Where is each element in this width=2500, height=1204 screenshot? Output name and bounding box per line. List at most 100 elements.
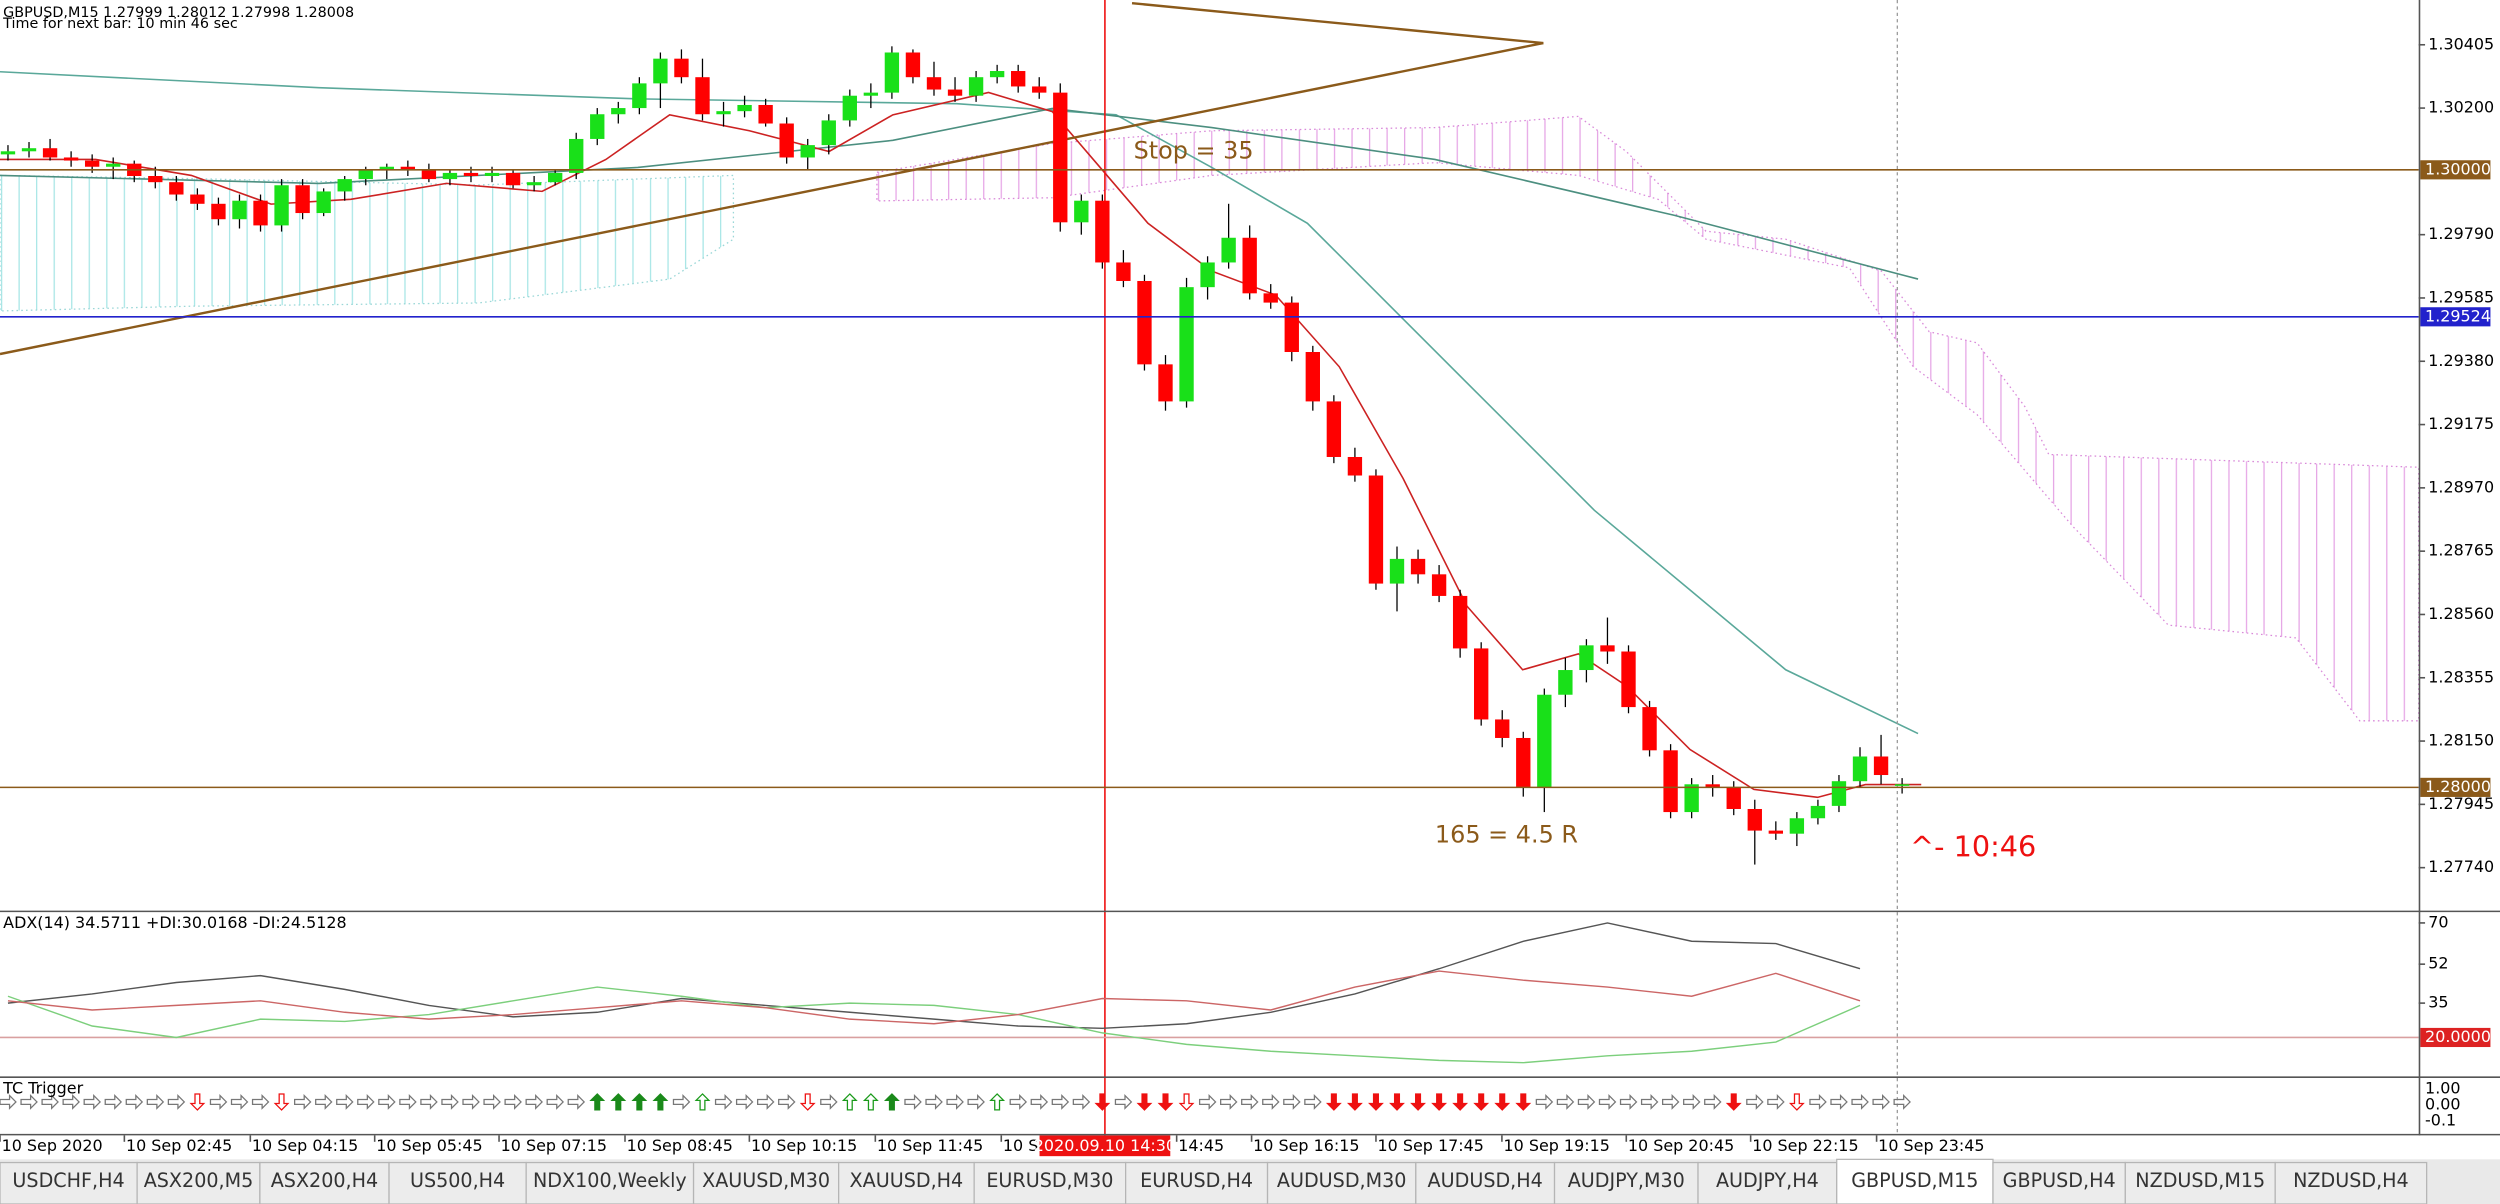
- y-tick-label: 1.28765: [2428, 541, 2494, 560]
- tc-signal: [546, 1094, 565, 1110]
- tab[interactable]: [1553, 1161, 1699, 1204]
- tab-label[interactable]: EURUSD,H4: [1140, 1169, 1253, 1192]
- tab-label[interactable]: EURUSD,M30: [986, 1169, 1113, 1192]
- tc-signal: [567, 1094, 586, 1110]
- tab-label[interactable]: US500,H4: [410, 1169, 505, 1192]
- candle-body: [779, 123, 794, 158]
- candle-body: [295, 185, 310, 214]
- tc-signal: [1577, 1094, 1596, 1110]
- tab[interactable]: [388, 1161, 527, 1204]
- tab[interactable]: [1697, 1161, 1838, 1204]
- tc-signal: [125, 1094, 144, 1110]
- tab-label[interactable]: ASX200,M5: [144, 1169, 254, 1192]
- candle-body: [1263, 293, 1278, 303]
- tc-signal: [1640, 1094, 1659, 1110]
- candle-body: [1368, 475, 1384, 584]
- tab[interactable]: [0, 1161, 138, 1204]
- candle-body: [1200, 262, 1215, 288]
- tc-signal: [167, 1094, 186, 1110]
- tab-label[interactable]: AUDJPY,H4: [1716, 1169, 1819, 1192]
- candle-body: [1074, 200, 1089, 223]
- tab[interactable]: [1266, 1161, 1417, 1204]
- candle-body: [674, 58, 689, 78]
- candle-body: [1221, 237, 1236, 263]
- tc-signal: [20, 1094, 38, 1110]
- y-tick-label: 1.27740: [2428, 857, 2494, 876]
- tab-label[interactable]: XAUUSD,M30: [702, 1169, 830, 1192]
- x-tick-label: 10 Sep 05:45: [376, 1136, 482, 1155]
- adx-tick-label: 35: [2428, 993, 2448, 1012]
- tc-signal: [1851, 1094, 1869, 1110]
- tab[interactable]: [838, 1161, 975, 1204]
- candle-body: [484, 172, 500, 177]
- tab-label[interactable]: USDCHF,H4: [12, 1169, 124, 1192]
- candle-body: [947, 89, 963, 96]
- tab-label[interactable]: GBPUSD,M15: [1851, 1169, 1978, 1192]
- candle-body: [547, 172, 563, 183]
- tc-tick-label: 1.00: [2425, 1079, 2460, 1098]
- tc-signal: [778, 1094, 796, 1110]
- y-tick-label: 1.29585: [2428, 287, 2494, 306]
- tc-signal: [1410, 1093, 1426, 1111]
- candle-body: [84, 160, 100, 167]
- tab[interactable]: [259, 1161, 390, 1204]
- tc-signal: [1809, 1094, 1827, 1110]
- tab[interactable]: [973, 1161, 1127, 1204]
- tc-signal: [946, 1094, 964, 1110]
- tab-label[interactable]: NZDUSD,H4: [2293, 1169, 2409, 1192]
- candle-body: [1831, 781, 1847, 806]
- x-tick-label: 10 Sep 04:15: [252, 1136, 358, 1155]
- candle-body: [1579, 645, 1594, 671]
- tab[interactable]: [1415, 1161, 1556, 1204]
- tc-signal: [757, 1094, 775, 1110]
- candle-body: [1705, 784, 1720, 788]
- tab-label[interactable]: AUDJPY,M30: [1568, 1169, 1685, 1192]
- tc-signal: [357, 1094, 375, 1110]
- tab[interactable]: [2274, 1161, 2428, 1204]
- tab-label[interactable]: NDX100,Weekly: [533, 1169, 687, 1192]
- tc-signal: [1452, 1093, 1469, 1111]
- tc-signal: [862, 1093, 879, 1111]
- tc-signal: [483, 1094, 501, 1110]
- x-tick-label: 10 Sep 11:45: [877, 1136, 983, 1155]
- x-tick-label: 10 Sep 2020: [2, 1136, 103, 1155]
- price-level-label: 1.29524: [2425, 306, 2491, 325]
- candle-body: [1663, 750, 1678, 813]
- tc-signal: [189, 1093, 206, 1111]
- tc-signal: [589, 1093, 606, 1111]
- tab-label[interactable]: ASX200,H4: [271, 1169, 378, 1192]
- candle-body: [190, 194, 205, 204]
- tc-signal: [1325, 1093, 1342, 1111]
- candle-body: [842, 95, 857, 121]
- candle-body: [1747, 808, 1762, 831]
- tc-tick-label: 0.00: [2425, 1095, 2460, 1114]
- adx-tick-label: 70: [2428, 912, 2448, 931]
- tab-label[interactable]: XAUUSD,H4: [850, 1169, 964, 1192]
- tc-signal: [652, 1093, 669, 1111]
- tab-label[interactable]: AUDUSD,H4: [1428, 1169, 1543, 1192]
- tab-label[interactable]: GBPUSD,H4: [2003, 1169, 2116, 1192]
- tc-signal: [525, 1094, 543, 1110]
- candle-body: [653, 58, 668, 84]
- candle-body: [611, 108, 626, 115]
- candle-body: [148, 176, 163, 183]
- tc-signal: [1661, 1094, 1680, 1110]
- tab-label[interactable]: NZDUSD,M15: [2135, 1169, 2265, 1192]
- y-tick-label: 1.27945: [2428, 794, 2494, 813]
- candle-body: [1600, 645, 1615, 652]
- candle-body: [1894, 784, 1910, 786]
- tc-signal: [146, 1094, 165, 1110]
- candle-body: [1095, 200, 1110, 263]
- cloud-right: [876, 115, 2420, 722]
- tc-signal: [1009, 1094, 1028, 1110]
- tab-label[interactable]: AUDUSD,M30: [1277, 1169, 1407, 1192]
- price-level-label: 1.30000: [2425, 159, 2491, 178]
- candle-body: [1431, 574, 1447, 596]
- tab[interactable]: [1836, 1158, 1994, 1204]
- tc-signal: [294, 1094, 312, 1110]
- tc-signal: [1725, 1093, 1742, 1111]
- plot: 1.30405 1.30200 1.29790 1.29585 1.29380 1.291…: [0, 34, 2494, 1157]
- candle-body: [989, 71, 1005, 78]
- candle-body: [1873, 756, 1889, 776]
- tc-signal: [251, 1094, 270, 1110]
